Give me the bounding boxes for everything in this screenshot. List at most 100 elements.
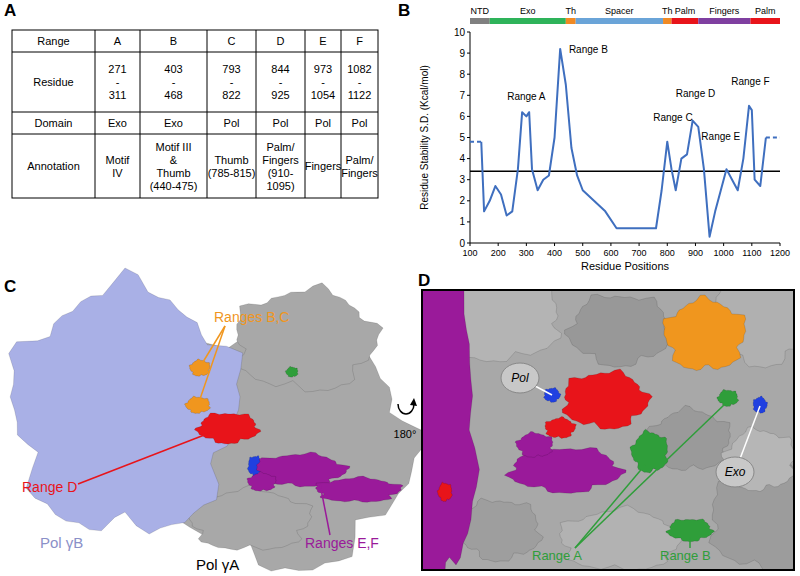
- table-cell: Exo: [108, 117, 127, 129]
- range-patch: [184, 396, 210, 413]
- x-axis-label: Residue Positions: [581, 260, 670, 272]
- table-cell: Motif: [106, 154, 131, 166]
- table-cell: Pol: [352, 117, 368, 129]
- table-cell: 1054: [311, 89, 335, 101]
- structure-view: [422, 290, 794, 570]
- table-cell: Thumb: [214, 154, 248, 166]
- table-col-line: [256, 30, 257, 198]
- table-cell: Residue: [33, 76, 73, 88]
- y-tick: [467, 179, 470, 180]
- table-row-line: [12, 134, 378, 135]
- table-cell: Pol: [273, 117, 289, 129]
- range-patch: [717, 390, 739, 407]
- domain-bar: [470, 18, 490, 24]
- table-cell: 822: [222, 89, 240, 101]
- figure: ABCDRangeABCDEFResidue271-311403-468793-…: [0, 0, 800, 576]
- x-tick-label: 200: [491, 248, 506, 258]
- table-col-line: [140, 30, 141, 198]
- y-tick: [467, 95, 470, 96]
- x-tick-label: 300: [519, 248, 534, 258]
- range-annotation: Range B: [569, 44, 608, 55]
- range-patch: [545, 416, 577, 438]
- domain-label: Th: [662, 6, 673, 16]
- domain-bar: [566, 18, 576, 24]
- structure-label: Range B: [660, 548, 711, 563]
- rotation-label: 180°: [394, 428, 417, 440]
- y-tick: [467, 137, 470, 138]
- domain-label: Spacer: [605, 6, 634, 16]
- table-cell: &: [170, 154, 178, 166]
- range-patch: [285, 367, 298, 378]
- y-tick-label: 3: [459, 174, 465, 185]
- domain-bar: [698, 18, 750, 24]
- table-cell: Fingers: [262, 154, 299, 166]
- active-site-patch: [544, 387, 562, 402]
- table-header: C: [228, 35, 236, 47]
- chart: NTDExoThSpacerThPalmFingersPalm012345678…: [419, 6, 790, 272]
- structure-right: PolExoRange ARange B: [379, 252, 800, 576]
- y-tick-label: 5: [459, 132, 465, 143]
- range-patch: [663, 295, 746, 371]
- series-line: [470, 141, 481, 143]
- pol-gamma-a-surface: [236, 283, 383, 392]
- y-tick-label: 6: [459, 111, 465, 122]
- panel-frame: [422, 290, 794, 570]
- domain-bar: [750, 18, 780, 24]
- table-border: [12, 30, 378, 198]
- domain-bar: [576, 18, 663, 24]
- panel-letter: A: [4, 1, 16, 20]
- table-cell: 925: [271, 89, 289, 101]
- table-cell: -: [358, 76, 362, 88]
- table-cell: 1122: [348, 89, 372, 101]
- table-cell: 793: [222, 63, 240, 75]
- x-tick: [723, 243, 724, 246]
- range-patch: [316, 476, 404, 502]
- y-tick: [467, 116, 470, 117]
- y-tick-label: 2: [459, 195, 465, 206]
- rotation-arrowhead: [410, 398, 417, 406]
- y-tick: [467, 200, 470, 201]
- x-tick-label: 1200: [770, 248, 790, 258]
- leader-line: [575, 404, 725, 548]
- domain-bar: [490, 18, 566, 24]
- table-header: Range: [37, 35, 69, 47]
- leader-line: [200, 326, 225, 399]
- y-tick: [467, 221, 470, 222]
- x-tick-label: 700: [632, 248, 647, 258]
- table-cell: (440-475): [150, 180, 198, 192]
- y-tick-label: 4: [459, 153, 465, 164]
- range-annotation: Range F: [731, 76, 769, 87]
- site-label: Pol: [511, 371, 529, 385]
- table-row-line: [12, 112, 378, 113]
- range-patch: [562, 369, 652, 429]
- structure-label: Pol γA: [196, 556, 239, 573]
- table-cell: (910-: [268, 167, 294, 179]
- range-patch: [247, 472, 276, 492]
- leader-line: [78, 432, 212, 484]
- table-cell: 271: [108, 63, 126, 75]
- table-cell: Pol: [315, 117, 331, 129]
- site-label: Exo: [725, 465, 746, 479]
- x-tick: [470, 243, 471, 246]
- table-cell: Fingers: [341, 167, 378, 179]
- table-cell: Pol: [224, 117, 240, 129]
- range-patch: [630, 429, 668, 473]
- domain-bar: [663, 18, 671, 24]
- table-cell: Annotation: [27, 160, 80, 172]
- range-patch: [422, 290, 479, 570]
- series-line: [481, 49, 766, 237]
- table-header: E: [319, 35, 326, 47]
- y-tick: [467, 53, 470, 54]
- panel-letter: B: [398, 1, 410, 20]
- range-patch: [515, 431, 553, 457]
- y-tick-label: 9: [459, 48, 465, 59]
- domain-label: Th: [565, 6, 576, 16]
- table-cell: Exo: [164, 117, 183, 129]
- x-tick-label: 400: [547, 248, 562, 258]
- table-cell: -: [279, 76, 283, 88]
- y-tick: [467, 74, 470, 75]
- table-cell: Motif III: [155, 141, 191, 153]
- table-col-line: [95, 30, 96, 198]
- leader-line: [575, 465, 645, 548]
- panel-letter: C: [4, 277, 16, 296]
